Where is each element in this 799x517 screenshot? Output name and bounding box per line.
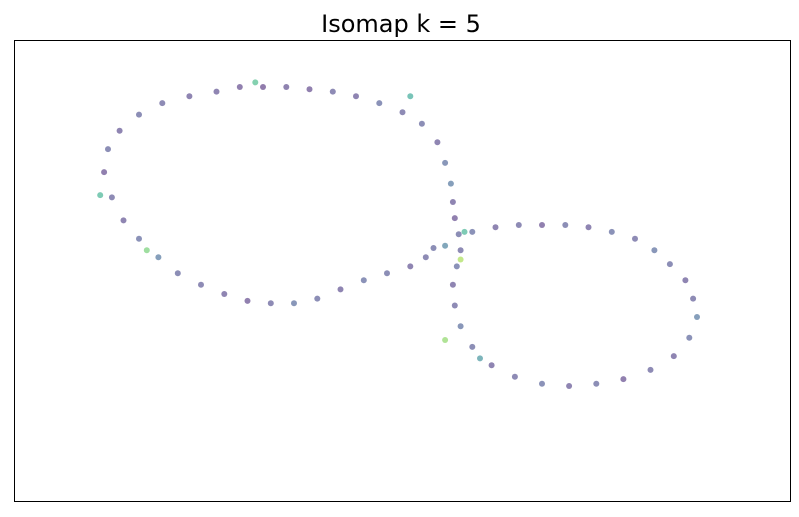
scatter-point [422, 254, 429, 261]
scatter-point [449, 281, 456, 288]
scatter-point [608, 228, 615, 235]
scatter-point [666, 261, 673, 268]
scatter-point [267, 300, 274, 307]
scatter-point [136, 235, 142, 242]
scatter-point [457, 256, 464, 263]
scatter-point [515, 222, 522, 228]
scatter-point [442, 242, 449, 249]
scatter-point [260, 84, 266, 90]
scatter-point [101, 169, 108, 176]
scatter-point [430, 245, 437, 251]
scatter-point [457, 323, 464, 330]
chart-title: Isomap k = 5 [321, 10, 481, 38]
scatter-point [562, 222, 569, 228]
scatter-point [492, 224, 499, 231]
scatter-point [686, 334, 693, 341]
scatter-point [434, 139, 441, 146]
scatter-point [97, 192, 104, 199]
scatter-point [306, 86, 313, 93]
scatter-point [442, 337, 449, 343]
scatter-point [244, 297, 251, 304]
scatter-point [314, 295, 321, 302]
scatter-point [632, 235, 638, 242]
scatter-point [477, 355, 483, 362]
scatter-point [221, 291, 228, 297]
scatter-point [442, 159, 449, 166]
scatter-point [690, 295, 697, 302]
scatter-points-layer [97, 79, 700, 389]
scatter-point [511, 373, 518, 380]
scatter-point [451, 302, 458, 309]
scatter-point [488, 362, 495, 369]
scatter-point [376, 100, 383, 107]
scatter-point [198, 281, 204, 288]
scatter-point [155, 254, 162, 261]
scatter-point [694, 314, 700, 320]
scatter-point [457, 247, 464, 254]
scatter-point [105, 146, 111, 153]
scatter-point [407, 263, 414, 270]
plot-area-frame [14, 40, 791, 502]
scatter-point [399, 109, 406, 116]
scatter-point [451, 215, 458, 222]
scatter-point [283, 84, 290, 90]
scatter-point [620, 376, 627, 383]
scatter-point [651, 247, 658, 254]
scatter-point [447, 180, 454, 187]
scatter-point [418, 120, 425, 127]
scatter-point [647, 366, 654, 373]
scatter-point [461, 228, 468, 235]
scatter-point [329, 88, 336, 95]
scatter-point [186, 93, 193, 100]
scatter-point [539, 222, 545, 228]
scatter-point [384, 270, 390, 277]
scatter-point [449, 199, 456, 205]
scatter-point [116, 127, 123, 134]
scatter-point [566, 383, 573, 389]
scatter-point [670, 353, 677, 360]
scatter-point [539, 380, 545, 387]
scatter-point [108, 194, 115, 201]
scatter-point [213, 88, 220, 95]
scatter-point [407, 93, 414, 100]
scatter-point [585, 224, 592, 231]
scatter-point [469, 343, 476, 350]
scatter-point [120, 217, 127, 224]
scatter-point [174, 270, 181, 277]
scatter-point [337, 286, 344, 293]
scatter-point [455, 231, 462, 238]
scatter-point [469, 228, 476, 235]
scatter-point [143, 247, 150, 254]
scatter-point [360, 277, 367, 284]
scatter-point [453, 263, 460, 270]
scatter-point [236, 84, 243, 90]
scatter-point [593, 380, 600, 387]
scatter-point [353, 93, 359, 100]
scatter-point [291, 300, 297, 307]
scatter-point [252, 79, 259, 86]
scatter-point [682, 277, 689, 284]
scatter-point [159, 100, 166, 107]
scatter-point [136, 111, 142, 118]
